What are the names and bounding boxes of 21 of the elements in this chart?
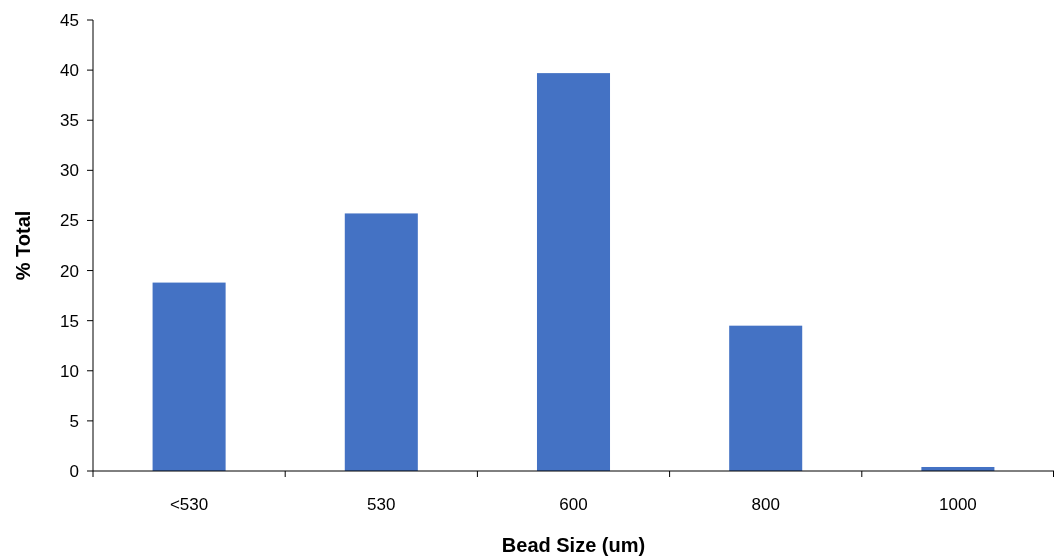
bar [536,73,611,471]
y-tick-label: 35 [60,111,79,131]
x-tick-label: 600 [559,495,588,514]
y-tick-label: 0 [69,461,79,481]
y-tick-label: 40 [60,61,79,81]
x-tick-label: <530 [169,495,209,514]
bar [729,325,803,471]
y-tick-label: 20 [60,261,79,281]
y-tick-label: 25 [60,211,79,231]
y-tick-label: 30 [60,161,79,181]
x-tick-label: 1000 [938,495,977,514]
bar [152,282,226,471]
x-axis-title: Bead Size (um) [501,534,646,556]
y-tick-label: 45 [60,10,79,30]
x-tick-label: 530 [367,495,396,514]
y-axis-title: % Total [12,210,34,281]
x-tick-label: 800 [751,495,780,514]
y-tick-label: 5 [69,411,79,431]
y-tick-label: 15 [60,311,79,331]
y-tick-label: 10 [60,361,79,381]
bar [344,213,418,471]
